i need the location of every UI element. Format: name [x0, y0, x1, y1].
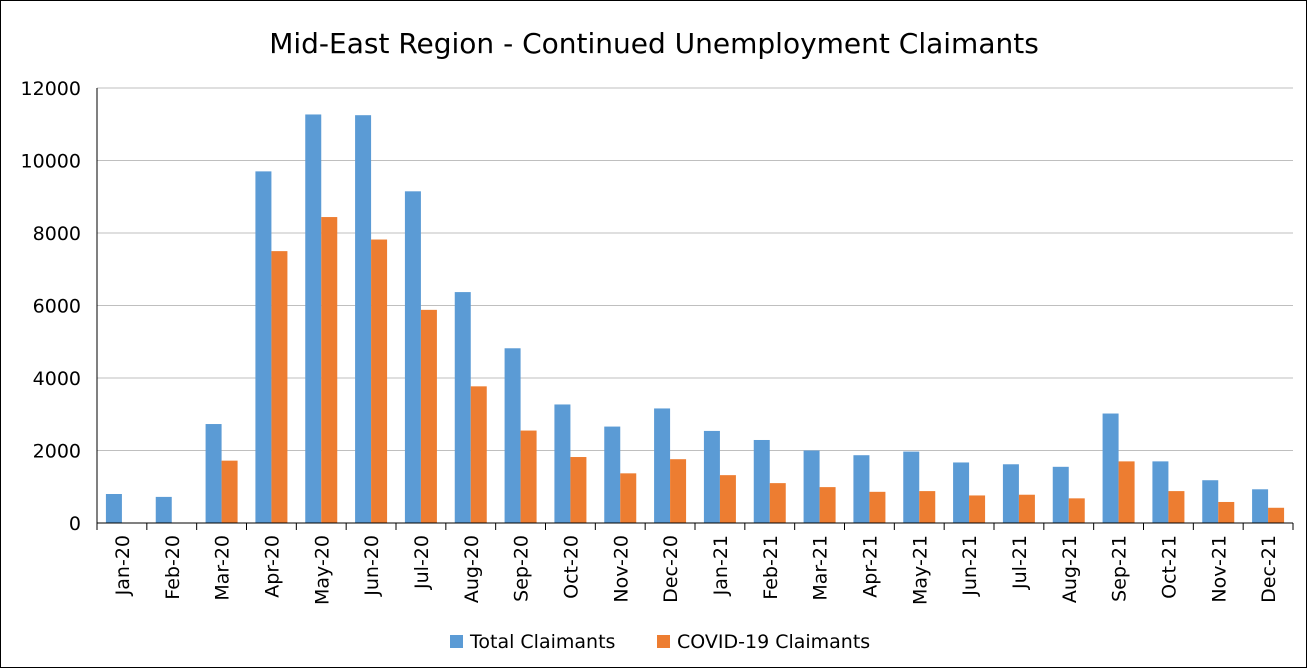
chart-title: Mid-East Region - Continued Unemployment…	[269, 27, 1039, 60]
bar-covid	[221, 460, 238, 523]
bar-total	[903, 451, 920, 523]
bar-covid	[321, 217, 338, 524]
bar-total	[205, 424, 222, 523]
y-tick-label: 6000	[33, 296, 81, 318]
bar-total	[703, 430, 720, 523]
legend-label: COVID-19 Claimants	[677, 631, 870, 653]
x-tick-label: Aug-20	[461, 535, 483, 603]
bar-covid	[1168, 491, 1185, 523]
x-tick-label: Nov-21	[1208, 535, 1230, 603]
bar-covid	[520, 430, 537, 523]
bar-covid	[1018, 494, 1035, 523]
x-tick-label: Dec-20	[660, 535, 682, 603]
x-tick-label: Jan-21	[710, 535, 732, 596]
bar-covid	[271, 251, 288, 523]
legend: Total Claimants COVID-19 Claimants	[450, 631, 870, 653]
bar-total	[554, 404, 571, 523]
x-tick-label: Dec-21	[1258, 535, 1280, 603]
legend-label: Total Claimants	[469, 631, 615, 653]
bar-covid	[670, 459, 687, 523]
legend-swatch	[450, 635, 463, 648]
bar-total	[355, 115, 372, 523]
x-axis: Jan-20 Feb-20 Mar-20 Apr-20 May-20 Jun-20 Jul-…	[96, 522, 1294, 605]
y-tick-label: 12000	[21, 78, 81, 100]
legend-swatch	[657, 635, 670, 648]
bar-total	[1052, 466, 1069, 523]
x-tick-label: Aug-21	[1059, 535, 1081, 603]
x-tick-label: May-20	[311, 535, 333, 605]
x-tick-label: Mar-21	[810, 535, 832, 601]
y-axis: 0 2000 4000 6000 8000 10000 12000	[21, 78, 98, 535]
bar-covid	[371, 239, 388, 523]
bar-total	[105, 494, 122, 523]
bar-total	[1252, 489, 1269, 523]
bar-total	[504, 348, 521, 523]
y-tick-label: 8000	[33, 223, 81, 245]
bar-covid	[1068, 498, 1085, 523]
bar-covid	[869, 491, 886, 523]
x-tick-label: Sep-20	[511, 535, 533, 602]
bar-covid	[620, 473, 637, 523]
bar-total	[1202, 480, 1219, 523]
y-tick-label: 0	[69, 513, 81, 535]
bar-total	[454, 292, 471, 523]
bar-covid	[719, 475, 736, 523]
bar-covid	[420, 309, 437, 523]
bar-total	[803, 450, 820, 523]
x-tick-label: Apr-20	[261, 535, 283, 598]
bar-covid	[570, 457, 587, 523]
bar-total	[953, 462, 970, 523]
x-tick-label: Nov-20	[610, 535, 632, 603]
bar-total	[305, 114, 322, 524]
x-tick-label: Jul-20	[411, 535, 433, 590]
x-tick-label: Apr-21	[859, 535, 881, 598]
x-tick-label: Oct-21	[1158, 535, 1180, 599]
x-tick-label: Feb-21	[760, 535, 782, 600]
x-tick-label: Feb-20	[162, 535, 184, 600]
bar-covid	[1218, 501, 1235, 523]
bars	[105, 114, 1285, 524]
bar-covid	[919, 491, 936, 523]
gridlines	[97, 87, 1293, 451]
bar-total	[853, 455, 870, 523]
x-tick-label: Oct-20	[560, 535, 582, 599]
x-tick-label: Jul-21	[1009, 535, 1031, 590]
x-tick-label: Jan-20	[112, 535, 134, 596]
bar-total	[654, 408, 671, 523]
x-tick-label: Sep-21	[1109, 535, 1131, 602]
x-tick-label: May-21	[909, 535, 931, 605]
y-tick-label: 10000	[21, 151, 81, 173]
bar-covid	[1118, 461, 1135, 523]
bar-covid	[1268, 507, 1285, 523]
bar-total	[1002, 464, 1019, 523]
bar-total	[1152, 461, 1169, 523]
bar-total	[604, 426, 621, 523]
bar-total	[155, 496, 172, 523]
y-tick-label: 2000	[33, 441, 81, 463]
x-tick-label: Jun-20	[361, 535, 383, 597]
bar-total	[753, 439, 770, 523]
y-tick-label: 4000	[33, 368, 81, 390]
bar-total	[404, 191, 421, 523]
x-tick-label: Mar-20	[212, 535, 234, 601]
bar-total	[255, 171, 272, 523]
bar-covid	[969, 495, 986, 523]
x-tick-label: Jun-21	[959, 535, 981, 597]
bar-total	[1102, 413, 1119, 523]
bar-covid	[819, 487, 836, 523]
bar-covid	[769, 483, 786, 523]
bar-covid	[470, 386, 487, 523]
